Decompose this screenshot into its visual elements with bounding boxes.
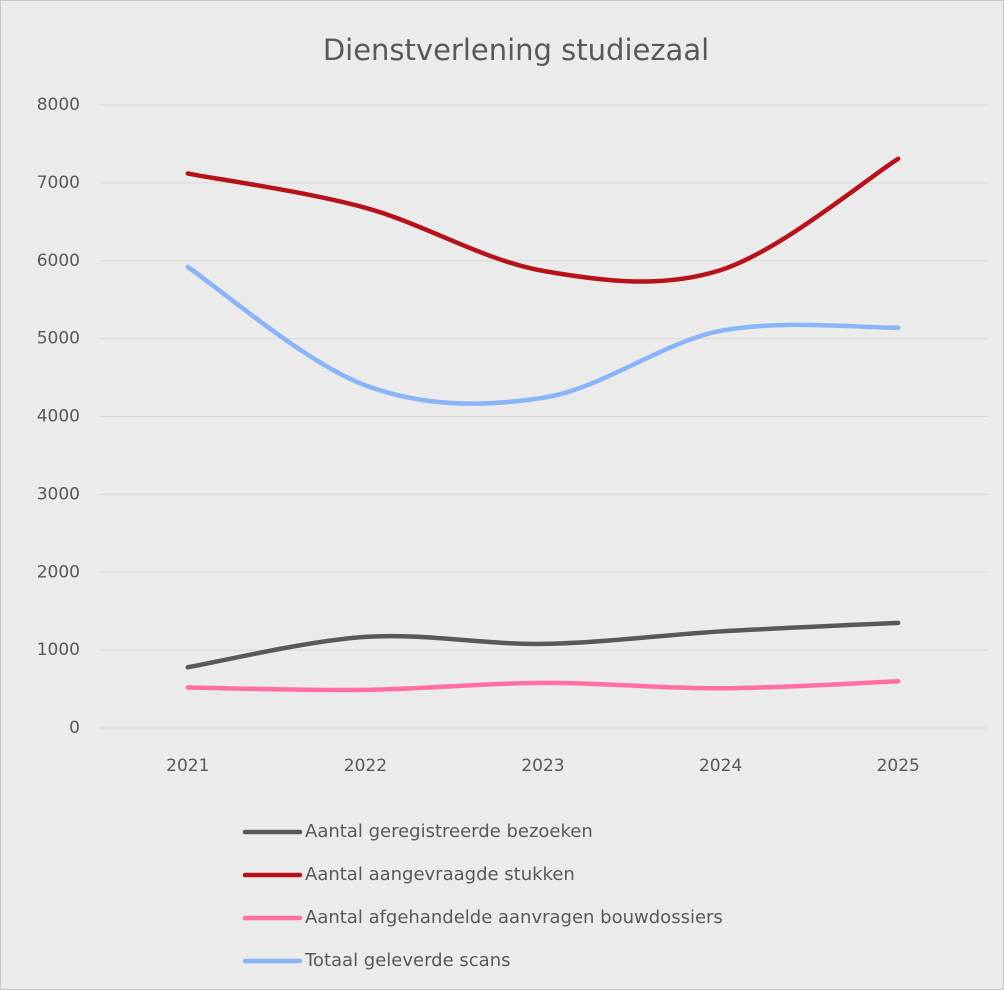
line-series — [185, 679, 901, 693]
x-tick-label: 2022 — [344, 756, 387, 776]
legend-label: Totaal geleverde scans — [304, 950, 511, 971]
y-tick-label: 4000 — [37, 407, 80, 427]
x-tick-label: 2025 — [877, 756, 920, 776]
y-tick-label: 1000 — [37, 640, 80, 660]
line-series — [185, 156, 901, 284]
y-tick-label: 8000 — [37, 95, 80, 115]
y-tick-label: 0 — [69, 718, 80, 738]
legend-label: Aantal aangevraagde stukken — [305, 864, 575, 885]
legend-label: Aantal geregistreerde bezoeken — [305, 821, 593, 842]
y-tick-label: 6000 — [37, 251, 80, 271]
line-series — [185, 620, 901, 670]
legend-label: Aantal afgehandelde aanvragen bouwdossie… — [305, 907, 723, 928]
y-tick-label: 3000 — [37, 484, 80, 504]
y-tick-label: 5000 — [37, 329, 80, 349]
line-series — [185, 264, 901, 406]
x-tick-label: 2023 — [521, 756, 564, 776]
y-tick-label: 2000 — [37, 562, 80, 582]
x-tick-label: 2021 — [166, 756, 209, 776]
y-tick-label: 7000 — [37, 173, 80, 193]
chart-title: Dienstverlening studiezaal — [323, 33, 709, 67]
x-tick-label: 2024 — [699, 756, 742, 776]
